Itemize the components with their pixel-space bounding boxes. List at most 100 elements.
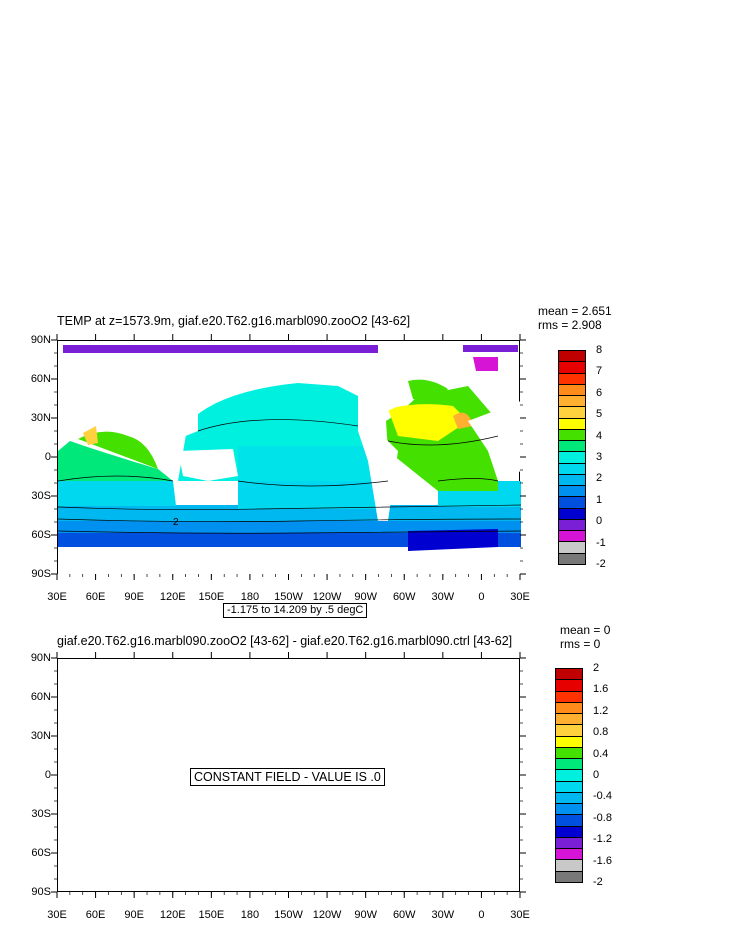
- south-pacific-ocean: [238, 481, 388, 509]
- y-tick-label: 0: [44, 769, 51, 781]
- colorbar-label: -2: [596, 558, 606, 570]
- y-tick-label: 90N: [30, 334, 51, 346]
- arctic-band: [63, 345, 378, 353]
- bottom-chart-title: giaf.e20.T62.g16.marbl090.zooO2 [43-62] …: [57, 634, 513, 648]
- x-tick-label: 120E: [159, 591, 186, 603]
- southern-ocean-lightblue: [58, 505, 521, 521]
- x-tick-label: 30W: [431, 591, 455, 603]
- y-tick-label: 90N: [30, 652, 51, 664]
- top-rms-label: rms = 2.908: [538, 318, 602, 332]
- colorbar-label: 2: [596, 472, 603, 485]
- contour-line-3: [57, 530, 522, 534]
- north-atlantic-yellow: [388, 404, 468, 441]
- x-tick-label: 90W: [354, 591, 377, 603]
- axis-ticks-1: [51, 652, 526, 898]
- colorbar-label: 0: [596, 515, 603, 528]
- south-indian-ocean: [58, 481, 176, 506]
- colorbar-box: [558, 552, 586, 565]
- pacific-south-cyan: [238, 446, 388, 481]
- colorbar-label: -0.4: [593, 790, 612, 803]
- bottom-mean-label: mean = 0: [560, 623, 611, 637]
- x-tick-label: 60W: [392, 909, 416, 921]
- x-tick-label: 120E: [159, 909, 186, 921]
- colorbar-label: 1.2: [593, 704, 609, 717]
- colorbar-label: 4: [596, 429, 603, 442]
- y-tick-label: 30S: [31, 490, 51, 502]
- colorbar-label: -1: [596, 536, 606, 549]
- colorbar-label: 7: [596, 365, 603, 378]
- bottom-rms-label: rms = 0: [560, 637, 601, 651]
- bottom-colorbar: 2 1.6 1.2 0.8 0.4 0 -0.4 -0.8 -1.2 -1.6 -2: [555, 662, 635, 888]
- x-tick-label: 150E: [198, 909, 225, 921]
- colorbar-label: 5: [596, 408, 603, 421]
- x-tick-label: 90E: [124, 909, 144, 921]
- colorbar-label: 0.8: [593, 726, 609, 739]
- y-tick-label: 90S: [31, 568, 51, 580]
- top-chart-title: TEMP at z=1573.9m, giaf.e20.T62.g16.marb…: [57, 314, 411, 328]
- arctic-magenta: [473, 357, 498, 371]
- contour-line-5: [237, 480, 389, 487]
- y-tick-label: 90S: [31, 886, 51, 898]
- southern-ocean-deep-blue: [58, 529, 521, 547]
- arctic-band-east: [463, 345, 518, 352]
- y-tick-label: 60N: [30, 373, 51, 385]
- contour-line-1: [57, 504, 522, 511]
- x-tick-label: 60E: [85, 591, 106, 603]
- x-tick-label: 60W: [392, 591, 416, 603]
- colorbar-label: -2: [593, 876, 603, 888]
- antarctic-shelf: [408, 529, 498, 551]
- x-tick-label: 120W: [312, 591, 342, 603]
- y-tick-label: 0: [44, 451, 51, 463]
- x-tick-label: 150W: [274, 591, 303, 603]
- labrador-sea: [408, 379, 448, 401]
- top-map-plot: 2: [57, 340, 522, 575]
- colorbar-label: 1: [596, 493, 603, 506]
- colorbar-label: -1.2: [593, 833, 612, 846]
- indian-ocean-green: [58, 441, 173, 481]
- north-indian-ocean: [78, 431, 158, 469]
- colorbar-box: [555, 870, 583, 883]
- contour-line-4: [57, 475, 174, 482]
- colorbar-label: 3: [596, 451, 603, 463]
- y-tick-label: 60N: [30, 691, 51, 703]
- x-tick-label: 0: [478, 909, 485, 921]
- x-tick-label: 150E: [198, 591, 225, 603]
- contour-line-8: [387, 435, 499, 446]
- colorbar-label: -1.6: [593, 854, 612, 867]
- x-tick-label: 30E: [47, 909, 67, 921]
- y-tick-label: 30N: [30, 412, 51, 424]
- x-tick-label: 150W: [274, 909, 303, 921]
- axis-ticks-0: [51, 334, 526, 580]
- constant-field-message: CONSTANT FIELD - VALUE IS .0: [190, 768, 385, 786]
- colorbar-label: 0.4: [593, 747, 609, 760]
- y-tick-label: 60S: [31, 847, 51, 859]
- top-map-field: 2: [57, 345, 522, 575]
- contour-line-6: [437, 478, 499, 482]
- land-americas: [358, 361, 408, 521]
- top-contour-info: -1.175 to 14.209 by .5 degC: [223, 603, 368, 618]
- x-tick-label: 180: [240, 591, 260, 603]
- land-asia-australia: [128, 381, 198, 439]
- colorbar-label: 8: [596, 344, 603, 356]
- antarctic-coast: [58, 547, 521, 575]
- colorbar-label: 2: [593, 662, 600, 674]
- x-tick-label: 90W: [354, 909, 377, 921]
- y-tick-label: 30S: [31, 808, 51, 820]
- x-tick-label: 120W: [312, 909, 342, 921]
- colorbar-label: -0.8: [593, 811, 612, 824]
- land-europe-africa: [468, 401, 521, 481]
- x-tick-label: 0: [478, 591, 485, 603]
- y-tick-label: 30N: [30, 730, 51, 742]
- x-tick-label: 30E: [47, 591, 67, 603]
- top-colorbar: 8 7 6 5 4 3 2 1 0 -1 -2: [558, 344, 638, 570]
- land-africa: [58, 401, 83, 441]
- x-tick-label: 30E: [510, 591, 530, 603]
- land-australia: [178, 449, 238, 481]
- colorbar-label: 6: [596, 386, 603, 399]
- colorbar-label: 1.6: [593, 683, 609, 696]
- north-atlantic-orange: [453, 412, 473, 429]
- bottom-map-plot: CONSTANT FIELD - VALUE IS .0: [57, 658, 520, 892]
- y-tick-label: 60S: [31, 529, 51, 541]
- x-tick-label: 180: [240, 909, 260, 921]
- contour-line-2: [57, 518, 522, 523]
